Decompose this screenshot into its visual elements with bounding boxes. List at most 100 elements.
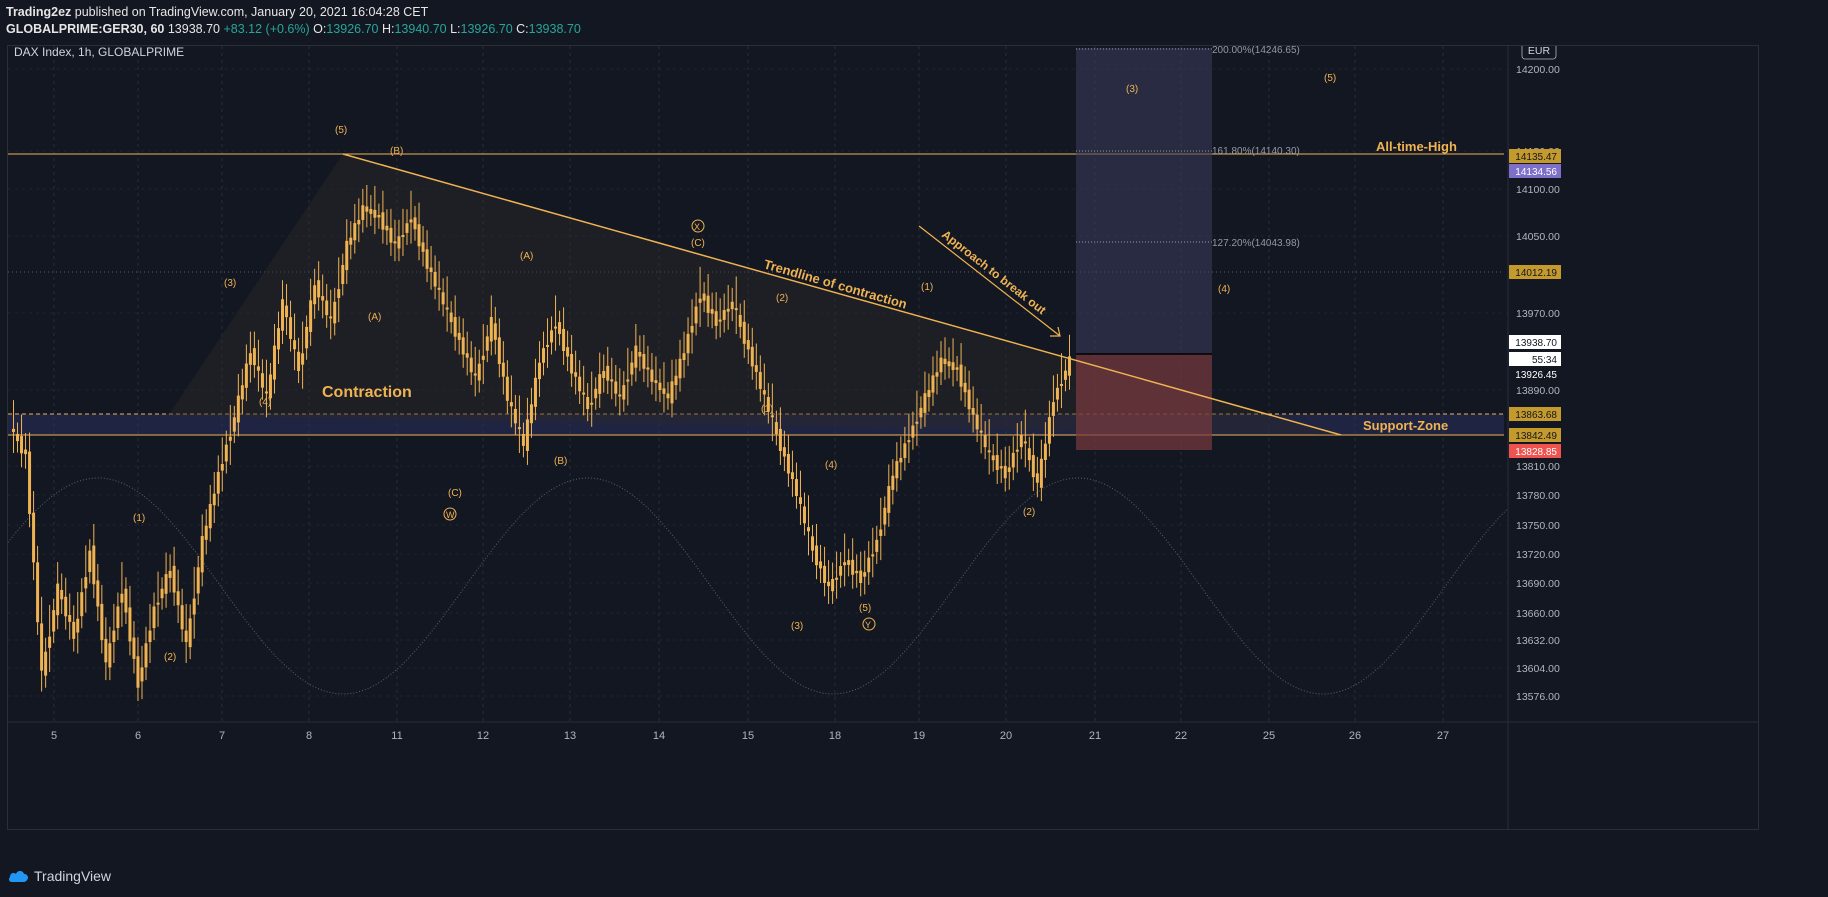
candle-body bbox=[357, 219, 361, 225]
breakout-arrow-line[interactable] bbox=[918, 225, 1061, 337]
open-label: O: bbox=[313, 22, 327, 36]
chart-title: DAX Index, 1h, GLOBALPRIME bbox=[14, 46, 184, 59]
candle-body bbox=[843, 562, 847, 566]
wave-label[interactable]: Y bbox=[865, 620, 871, 630]
candle-body bbox=[1055, 387, 1059, 400]
candle-body bbox=[778, 428, 782, 451]
candle-body bbox=[381, 212, 385, 230]
candle-body bbox=[694, 306, 698, 324]
wave-label[interactable]: (2) bbox=[164, 652, 176, 663]
wave-label[interactable]: (2) bbox=[1023, 507, 1035, 518]
cycle-sine-wave[interactable] bbox=[7, 477, 1509, 695]
candle-body bbox=[529, 404, 533, 424]
contraction-label[interactable]: Contraction bbox=[322, 384, 412, 401]
symbol-label: GLOBALPRIME:GER30, 60 bbox=[6, 22, 165, 36]
chart-pane[interactable]: 200.00%(14246.65) 161.80%(14140.30) 127.… bbox=[7, 41, 1759, 830]
wave-label[interactable]: (3) bbox=[1126, 84, 1138, 95]
wave-label[interactable]: (5) bbox=[859, 603, 871, 614]
wave-label[interactable]: (3) bbox=[791, 621, 803, 632]
time-tick-label: 25 bbox=[1263, 730, 1275, 742]
candle-body bbox=[951, 362, 955, 371]
fib-161-label: 161.80%(14140.30) bbox=[1212, 146, 1300, 157]
candle-body bbox=[497, 337, 501, 365]
candle-body bbox=[602, 370, 606, 378]
time-tick-label: 5 bbox=[51, 730, 57, 742]
time-tick-label: 21 bbox=[1089, 730, 1101, 742]
candle-body bbox=[790, 472, 794, 480]
candle-body bbox=[485, 336, 489, 351]
wave-label[interactable]: (4) bbox=[1218, 284, 1230, 295]
time-axis[interactable]: 5 6 7 8 11 12 13 14 15 18 19 20 21 22 25 26 27 bbox=[51, 730, 1449, 742]
contraction-triangle[interactable] bbox=[168, 154, 1341, 435]
wave-label[interactable]: (5) bbox=[1324, 73, 1336, 84]
candle-body bbox=[903, 443, 907, 458]
wave-label[interactable]: (4) bbox=[259, 397, 271, 408]
candle-body bbox=[1011, 452, 1015, 468]
wave-label[interactable]: (A) bbox=[520, 251, 533, 262]
candle-body bbox=[742, 321, 746, 344]
candle-body bbox=[1035, 473, 1039, 483]
candle-body bbox=[682, 353, 686, 361]
candle-body bbox=[963, 382, 967, 393]
price-badge bbox=[1509, 149, 1561, 163]
candle-body bbox=[144, 643, 148, 668]
wave-labels: (5) (B) (3) (A) (4) (1) (2) (A) (B) (C) … bbox=[133, 73, 1336, 663]
candle-body bbox=[746, 340, 750, 350]
candle-body bbox=[465, 353, 469, 358]
ath-label[interactable]: All-time-High bbox=[1376, 139, 1457, 154]
position-loss-zone[interactable] bbox=[1076, 354, 1212, 450]
candle-body bbox=[622, 385, 626, 400]
candle-body bbox=[570, 354, 574, 374]
candle-body bbox=[646, 367, 650, 370]
candle-body bbox=[550, 330, 554, 343]
candle-body bbox=[786, 453, 790, 474]
wave-label[interactable]: (1) bbox=[133, 513, 145, 524]
wave-label[interactable]: (C) bbox=[448, 488, 462, 499]
price-tick-label: 13632.00 bbox=[1516, 635, 1560, 647]
candle-body bbox=[397, 236, 401, 249]
wave-label[interactable]: (2) bbox=[776, 293, 788, 304]
fib-127-label: 127.20%(14043.98) bbox=[1212, 238, 1300, 249]
wave-label[interactable]: X bbox=[694, 222, 700, 232]
wave-circle bbox=[443, 507, 457, 521]
price-chart[interactable]: 200.00%(14246.65) 161.80%(14140.30) 127.… bbox=[7, 41, 1758, 829]
wave-label[interactable]: (C) bbox=[691, 238, 705, 249]
candle-body bbox=[726, 308, 730, 312]
candle-body bbox=[136, 656, 140, 688]
candle-body bbox=[501, 362, 505, 377]
candle-body bbox=[919, 407, 923, 418]
candle-body bbox=[706, 295, 710, 313]
time-tick-label: 6 bbox=[135, 730, 141, 742]
wave-label[interactable]: (3) bbox=[224, 278, 236, 289]
wave-label[interactable]: (A) bbox=[368, 312, 381, 323]
candle-body bbox=[630, 362, 634, 375]
tradingview-brand[interactable]: TradingView bbox=[8, 868, 111, 884]
candle-body bbox=[927, 390, 931, 398]
candle-body bbox=[349, 237, 353, 245]
wave-label[interactable]: (B) bbox=[390, 146, 403, 157]
candle-body bbox=[160, 588, 164, 599]
position-profit-zone[interactable] bbox=[1076, 48, 1212, 354]
tradingview-label: TradingView bbox=[34, 868, 112, 884]
candle-body bbox=[108, 643, 112, 668]
price-badge-label: 13926.45 bbox=[1515, 370, 1557, 381]
candle-body bbox=[750, 346, 754, 367]
candle-body bbox=[718, 319, 722, 322]
candle-body bbox=[64, 596, 68, 617]
candles[interactable] bbox=[12, 185, 1071, 702]
candle-body bbox=[441, 292, 445, 305]
wave-label[interactable]: (1) bbox=[761, 404, 773, 415]
wave-label[interactable]: W bbox=[446, 510, 455, 520]
price-tick-label: 13604.00 bbox=[1516, 663, 1560, 675]
trendline-of-contraction[interactable] bbox=[342, 153, 1342, 436]
price-badge-label: 14012.19 bbox=[1515, 268, 1557, 279]
wave-label[interactable]: (1) bbox=[921, 282, 933, 293]
candle-body bbox=[28, 451, 32, 514]
support-zone-label[interactable]: Support-Zone bbox=[1363, 418, 1448, 433]
wave-label[interactable]: (5) bbox=[335, 125, 347, 136]
candle-body bbox=[433, 271, 437, 287]
author-name[interactable]: Trading2ez bbox=[6, 5, 72, 19]
wave-label[interactable]: (B) bbox=[554, 456, 567, 467]
wave-label[interactable]: (4) bbox=[825, 460, 837, 471]
candle-body bbox=[425, 249, 429, 269]
